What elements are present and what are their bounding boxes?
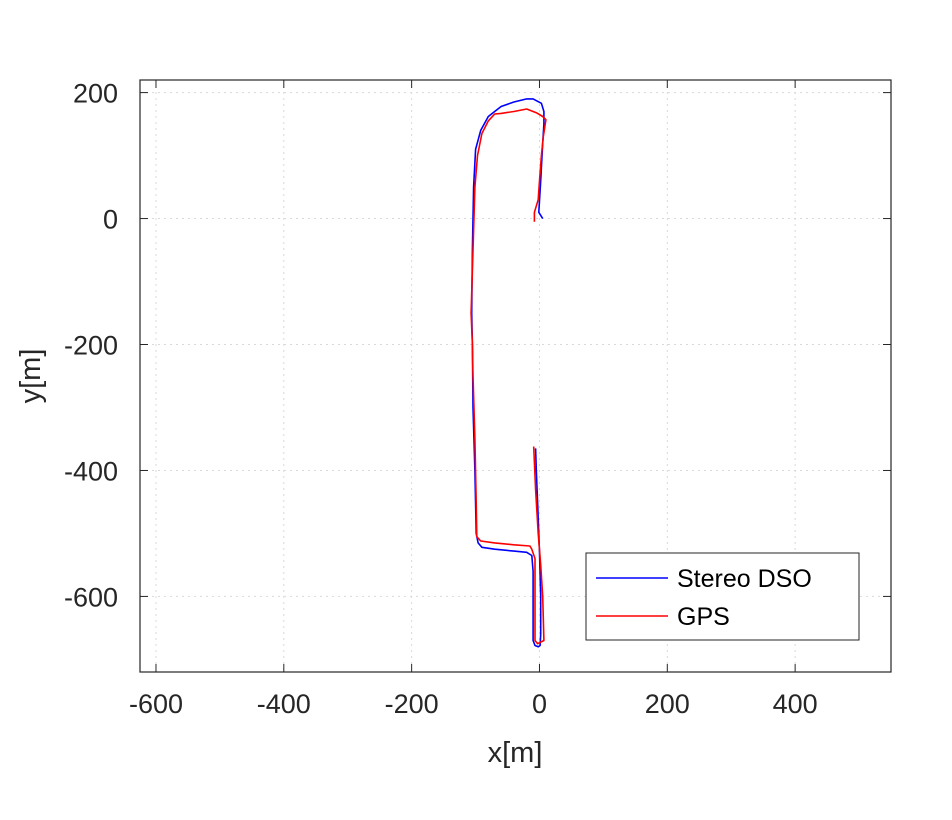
- legend-box: [585, 552, 860, 641]
- legend-label-stereo-dso: Stereo DSO: [677, 565, 812, 593]
- y-tick-label: 200: [73, 79, 118, 109]
- x-axis-label: x[m]: [488, 737, 543, 769]
- y-tick-label: -200: [64, 331, 118, 361]
- x-tick-label: 200: [645, 689, 690, 719]
- x-tick-labels: -600 -400 -200 0 200 400: [129, 689, 818, 719]
- y-tick-label: -600: [64, 582, 118, 612]
- y-tick-label: -400: [64, 456, 118, 486]
- y-tick-label: 0: [103, 205, 118, 235]
- series-layer: [470, 98, 547, 648]
- legend: Stereo DSO GPS: [585, 552, 860, 641]
- x-tick-label: 0: [532, 689, 547, 719]
- x-tick-label: -400: [257, 689, 311, 719]
- tick-marks: [140, 80, 891, 672]
- x-tick-label: -600: [129, 689, 183, 719]
- x-tick-label: -200: [385, 689, 439, 719]
- series-line-stereo-dso: [470, 98, 545, 648]
- plot-area-frame: [139, 79, 892, 673]
- y-axis-label: y[m]: [15, 349, 47, 404]
- y-tick-labels: 200 0 -200 -400 -600: [64, 79, 118, 613]
- legend-label-gps: GPS: [677, 603, 730, 631]
- series-line-gps: [470, 108, 547, 645]
- x-tick-label: 400: [773, 689, 818, 719]
